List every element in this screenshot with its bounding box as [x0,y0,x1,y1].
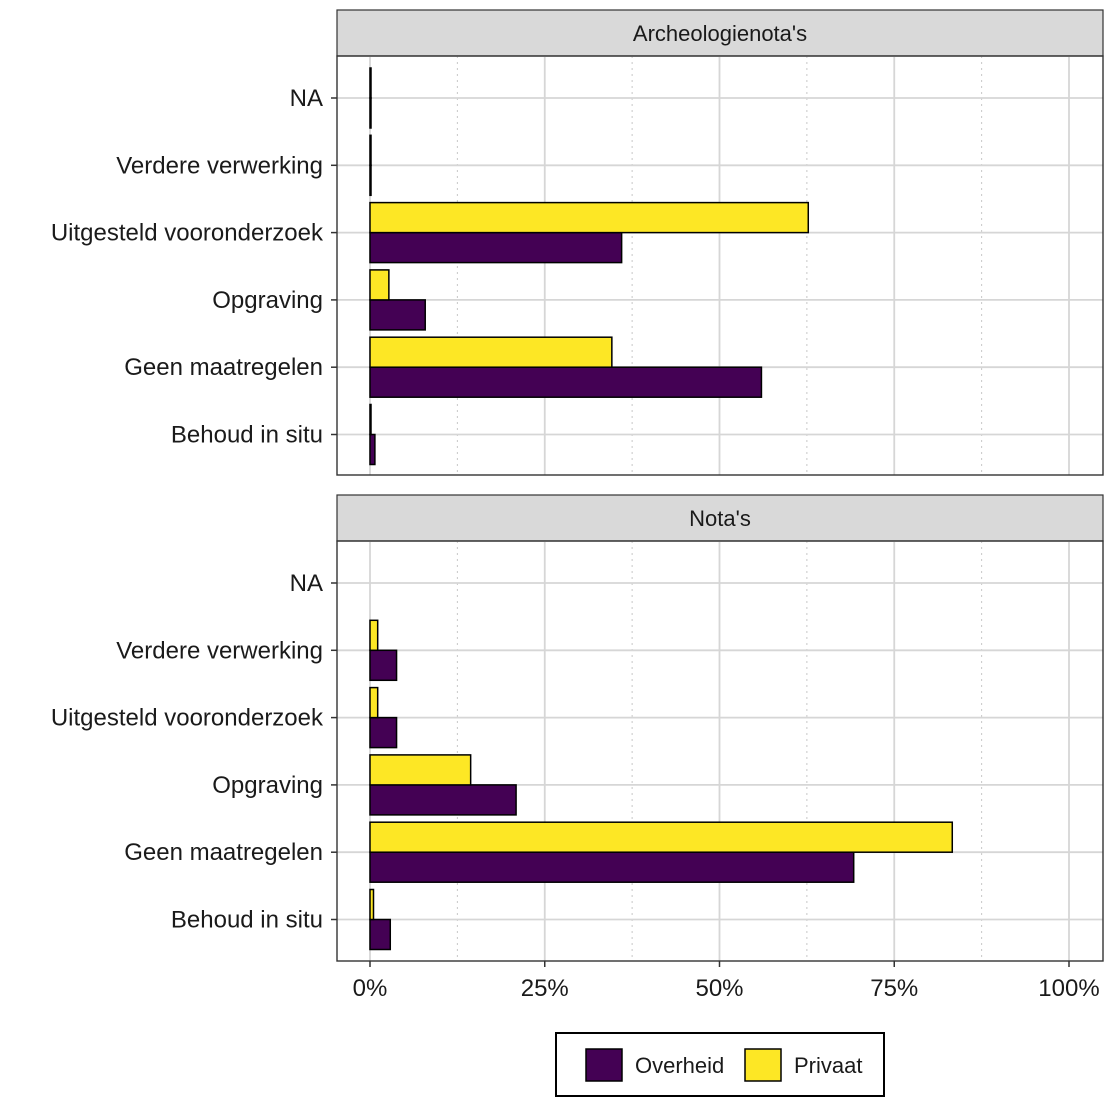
y-tick-label: Verdere verwerking [116,152,323,179]
bar-overheid [369,649,398,682]
bar-overheid [369,231,623,264]
y-tick-label: NA [290,85,323,112]
legend-label-privaat: Privaat [794,1053,862,1078]
bar-overheid [369,366,763,398]
y-tick-label: Behoud in situ [171,907,323,934]
bar-overheid [369,164,372,197]
bar-privaat [369,201,810,234]
y-tick-label: Opgraving [212,772,323,799]
bar-overheid [369,299,426,331]
x-tick-label: 50% [695,975,743,1002]
bar-privaat [369,754,472,786]
legend-key-privaat [744,1048,782,1082]
facet-strip [336,9,1104,57]
bar-overheid [369,918,392,951]
facet-title: Archeologienota's [633,21,807,46]
bar-privaat [369,134,372,167]
bar-privaat [369,403,372,436]
bar-overheid [369,784,517,816]
facet-title: Nota's [689,506,751,531]
y-tick-label: Behoud in situ [171,422,323,449]
bar-privaat [369,67,372,99]
x-tick-label: 25% [521,975,569,1002]
y-tick-label: Uitgesteld vooronderzoek [51,220,324,247]
bar-overheid [369,433,376,466]
y-tick-label: Uitgesteld vooronderzoek [51,705,324,732]
legend-key-overheid [585,1048,623,1082]
y-tick-label: Opgraving [212,287,323,314]
bar-privaat [369,619,379,652]
y-tick-label: Geen maatregelen [124,354,323,381]
y-tick-label: Verdere verwerking [116,637,323,664]
facet-strip [336,494,1104,542]
bar-privaat [369,821,954,853]
x-tick-label: 0% [353,975,388,1002]
y-tick-label: Geen maatregelen [124,839,323,866]
bar-overheid [369,716,398,749]
y-tick-label: NA [290,570,323,597]
panel-border [336,55,1104,476]
bar-privaat [369,269,390,301]
legend-label-overheid: Overheid [635,1053,724,1078]
bar-overheid [369,851,855,883]
x-tick-label: 75% [870,975,918,1002]
bar-privaat [369,686,379,719]
bar-overheid [369,97,372,129]
bar-privaat [369,888,375,921]
x-tick-label: 100% [1038,975,1099,1002]
bar-privaat [369,336,613,368]
